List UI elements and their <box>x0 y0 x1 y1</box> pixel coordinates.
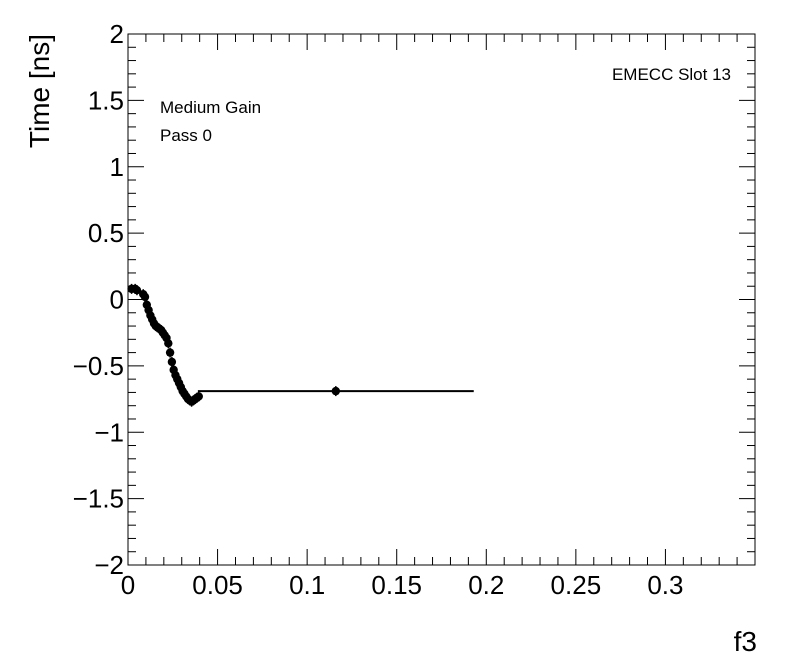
marker <box>164 339 173 348</box>
marker <box>194 392 203 401</box>
x-tick-label: 0 <box>121 570 135 600</box>
x-tick-label: 0.1 <box>289 570 325 600</box>
y-tick-label: 0.5 <box>88 218 124 248</box>
marker <box>165 348 175 357</box>
annotation-pass: Pass 0 <box>160 126 212 145</box>
x-tick-label: 0.25 <box>551 570 602 600</box>
data-point <box>140 291 150 302</box>
data-point <box>167 356 177 367</box>
x-tick-label: 0.15 <box>371 570 422 600</box>
marker <box>132 286 142 295</box>
data-point <box>164 338 173 349</box>
data-point <box>197 386 474 397</box>
y-tick-label: −0.5 <box>73 351 124 381</box>
x-tick-label: 0.3 <box>647 570 683 600</box>
y-tick-label: −1.5 <box>73 484 124 514</box>
y-tick-label: −2 <box>94 550 124 580</box>
data-point <box>132 285 142 296</box>
y-tick-label: −1 <box>94 417 124 447</box>
y-tick-label: 1 <box>110 152 124 182</box>
annotation-slot: EMECC Slot 13 <box>612 65 731 84</box>
data-points <box>127 283 474 407</box>
y-tick-labels: −2 −1.5 −1 −0.5 0 0.5 1 1.5 2 <box>73 19 124 580</box>
x-tick-label: 0.05 <box>192 570 243 600</box>
x-axis-title: f3 <box>734 626 757 657</box>
annotation-gain: Medium Gain <box>160 98 261 117</box>
x-tick-label: 0.2 <box>468 570 504 600</box>
axis-ticks <box>127 33 756 566</box>
y-tick-label: 0 <box>110 285 124 315</box>
y-tick-label: 1.5 <box>88 85 124 115</box>
marker <box>331 386 341 396</box>
marker <box>167 357 177 367</box>
data-point <box>165 347 175 358</box>
x-tick-labels: 0 0.05 0.1 0.15 0.2 0.25 0.3 <box>121 570 684 600</box>
marker <box>140 292 150 302</box>
data-point <box>194 391 203 402</box>
y-tick-label: 2 <box>110 19 124 49</box>
y-axis-title: Time [ns] <box>24 34 55 148</box>
